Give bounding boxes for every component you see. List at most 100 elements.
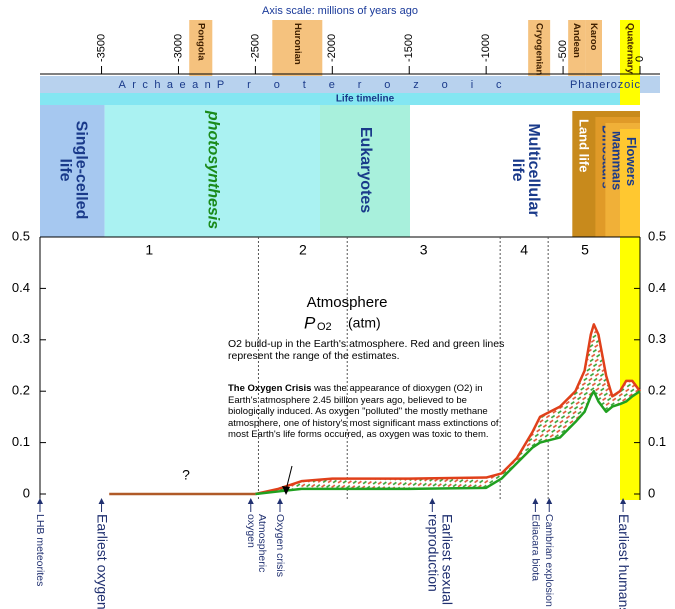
series-line bbox=[255, 323, 642, 496]
event-arrow-head bbox=[247, 498, 254, 504]
ylabel-subscript: O2 bbox=[317, 321, 332, 333]
life-label-line: Eukaryotes bbox=[357, 127, 374, 213]
life-title: Life timeline bbox=[336, 94, 395, 105]
event-label-line: reproduction bbox=[426, 514, 442, 592]
ylabel-symbol: P bbox=[304, 313, 316, 332]
range-fill bbox=[255, 324, 640, 494]
event-arrow-head bbox=[532, 498, 539, 504]
x-tick-label: -2000 bbox=[326, 34, 338, 62]
crisis-title: The Oxygen Crisis bbox=[228, 383, 312, 394]
event-arrow-head bbox=[277, 498, 283, 504]
life-strip bbox=[40, 93, 640, 105]
x-tick-label: -3500 bbox=[95, 34, 107, 62]
event-label: Earliest oxygen bbox=[95, 514, 111, 609]
glaciation-extent bbox=[620, 76, 640, 105]
life-band bbox=[620, 129, 640, 237]
eon-label: Phanerozoic bbox=[570, 79, 641, 91]
note-box: O2 build-up in the Earth's atmosphere. R… bbox=[228, 338, 505, 362]
event-arrow-head bbox=[620, 498, 627, 504]
crisis-box: The Oxygen Crisis was the appearance of … bbox=[228, 383, 510, 441]
crisis-text: was the appearance of dioxygen (O2) in E… bbox=[228, 383, 499, 440]
stage-label: 3 bbox=[420, 242, 428, 258]
glaciation bbox=[585, 20, 602, 76]
question-mark: ? bbox=[182, 467, 190, 483]
stage-label: 1 bbox=[145, 242, 153, 258]
eon-strip bbox=[40, 76, 660, 93]
glaciation-extent bbox=[620, 237, 640, 500]
x-tick-label: -500 bbox=[557, 40, 569, 62]
life-label: photosynthesis bbox=[204, 110, 221, 229]
event-label-line: oxygen bbox=[245, 514, 257, 548]
event-label: Atmosphericoxygen bbox=[245, 514, 268, 572]
event-label-line: LHB meteorites bbox=[34, 514, 46, 586]
event-label-line: Ediacara biota bbox=[530, 514, 542, 581]
glaciation-label: Pongola bbox=[195, 23, 206, 61]
x-tick-label: -1000 bbox=[480, 34, 492, 62]
y-tick-label-right: 0.2 bbox=[648, 383, 666, 398]
event-label: LHB meteorites bbox=[34, 514, 46, 586]
axis-title: Axis scale: millions of years ago bbox=[262, 5, 418, 17]
life-label: Flowers bbox=[624, 137, 639, 186]
y-tick-label: 0.1 bbox=[12, 434, 30, 449]
event-label: Oxygen crisis bbox=[274, 514, 286, 577]
series-line bbox=[255, 389, 641, 496]
stage-label: 2 bbox=[299, 242, 307, 258]
chart-title: Atmosphere bbox=[307, 294, 388, 311]
event-label-line: Cambrian explosion bbox=[543, 514, 555, 607]
life-label-line: Single-celled bbox=[72, 121, 89, 220]
x-tick-label: -1500 bbox=[403, 34, 415, 62]
y-tick-label-right: 0.4 bbox=[648, 280, 666, 295]
life-label: Multicellularlife bbox=[509, 123, 542, 216]
glaciation-label: Andean bbox=[571, 23, 582, 58]
life-label-line: Multicellular bbox=[525, 123, 542, 216]
glaciation-label: Karoo bbox=[588, 23, 599, 51]
event-label: Earliest sexualreproduction bbox=[426, 514, 456, 605]
glaciation-label: Quaternary bbox=[624, 23, 635, 74]
event-label-line: Earliest humans bbox=[616, 514, 632, 609]
life-label-line: Land life bbox=[576, 119, 591, 172]
event-label-line: Atmospheric bbox=[256, 514, 268, 572]
event-arrow-head bbox=[98, 498, 105, 504]
life-label-line: life bbox=[509, 158, 526, 181]
y-tick-label: 0.2 bbox=[12, 383, 30, 398]
ylabel-unit: (atm) bbox=[348, 315, 381, 331]
life-label: Single-celledlife bbox=[56, 121, 89, 220]
glaciation-label: Cryogenian bbox=[534, 23, 545, 75]
event-label: Ediacara biota bbox=[530, 514, 542, 581]
life-label: Land life bbox=[576, 119, 591, 172]
event-arrow-head bbox=[546, 498, 553, 504]
glaciation bbox=[189, 20, 213, 76]
glaciation bbox=[620, 20, 640, 76]
life-label-line: Flowers bbox=[624, 137, 639, 186]
y-tick-label: 0.3 bbox=[12, 331, 30, 346]
event-label: Cambrian explosion bbox=[543, 514, 555, 607]
life-label-line: life bbox=[56, 158, 73, 181]
glaciation-label: Huronian bbox=[292, 23, 303, 65]
x-tick-label: -3000 bbox=[172, 34, 184, 62]
event-label-line: Earliest sexual bbox=[440, 514, 456, 605]
y-tick-label-right: 0.5 bbox=[648, 228, 666, 243]
event-label-line: Earliest oxygen bbox=[95, 514, 111, 609]
y-tick-label: 0.4 bbox=[12, 280, 30, 295]
crisis: The Oxygen Crisis was the appearance of … bbox=[228, 383, 510, 441]
y-tick-label-right: 0.3 bbox=[648, 331, 666, 346]
x-tick-label: 0 bbox=[634, 56, 646, 62]
y-tick-label-right: 0 bbox=[648, 485, 655, 500]
crisis-pointer bbox=[285, 465, 293, 491]
life-label: Eukaryotes bbox=[357, 127, 374, 213]
y-tick-label: 0.5 bbox=[12, 228, 30, 243]
event-arrow-head bbox=[37, 498, 43, 504]
stage-label: 4 bbox=[520, 242, 528, 258]
x-tick-label: -2500 bbox=[249, 34, 261, 62]
glaciation bbox=[272, 20, 323, 76]
y-tick-label: 0 bbox=[23, 485, 30, 500]
event-arrow-head bbox=[429, 498, 436, 504]
life-band bbox=[40, 105, 105, 237]
glaciation bbox=[528, 20, 551, 76]
y-tick-label-right: 0.1 bbox=[648, 434, 666, 449]
note: O2 build-up in the Earth's atmosphere. R… bbox=[228, 338, 505, 362]
life-band bbox=[104, 105, 320, 237]
main-layer: -3500 -3000 -2500 -2000 -1500 -1000 -500 0 0 0 0.1… bbox=[12, 34, 666, 609]
